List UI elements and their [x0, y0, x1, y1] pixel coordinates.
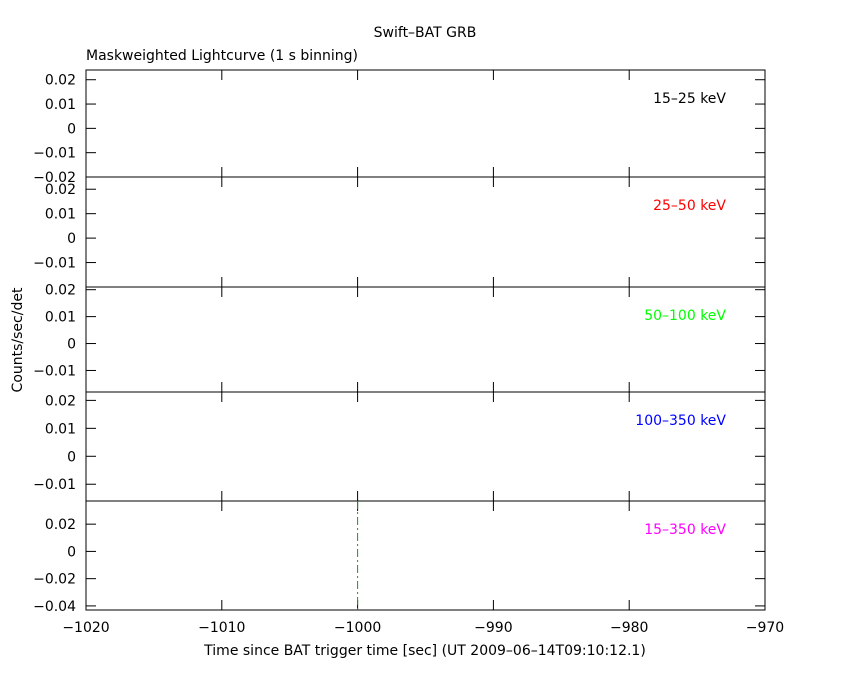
- y-tick-label: 0: [67, 231, 76, 247]
- panel-frame: [85, 286, 766, 393]
- y-tick-label: 0: [67, 449, 76, 465]
- y-tick-label: 0: [67, 544, 76, 560]
- panel-0: −0.02 −0.01 0 0.01 0.02 15–25 keV: [33, 69, 766, 186]
- y-tick-label: 0.01: [45, 97, 76, 113]
- x-tick-label: −1000: [334, 620, 381, 636]
- x-tick-label: −970: [746, 620, 784, 636]
- y-tick-label: 0.02: [45, 182, 76, 198]
- y-tick-label: 0.02: [45, 283, 76, 299]
- y-tick-label: 0.01: [45, 207, 76, 223]
- band-label: 15–350 keV: [644, 522, 726, 538]
- y-tick-label: −0.01: [33, 146, 76, 162]
- panel-frame: [85, 69, 766, 178]
- panel-3: −0.01 0 0.01 0.02 100–350 keV: [33, 391, 766, 502]
- panel-frame: [85, 176, 766, 288]
- y-tick-label: −0.01: [33, 363, 76, 379]
- panel-2: −0.01 0 0.01 0.02 50–100 keV: [33, 283, 766, 393]
- panels-layer: −0.02 −0.01 0 0.01 0.02 15–25 keV −0.01 0 0.01 0.…: [33, 69, 784, 636]
- panel-frame: [85, 391, 766, 502]
- y-tick-label: 0.02: [45, 517, 76, 533]
- y-tick-label: −0.02: [33, 572, 76, 588]
- chart-subtitle: Maskweighted Lightcurve (1 s binning): [86, 48, 358, 64]
- panel-4: −0.04 −0.02 0 0.02 15–350 keV: [33, 500, 766, 615]
- y-tick-label: 0.01: [45, 310, 76, 326]
- y-tick-label: 0.01: [45, 421, 76, 437]
- y-tick-label: 0.02: [45, 393, 76, 409]
- x-tick-label: −980: [610, 620, 648, 636]
- band-label: 25–50 keV: [653, 198, 726, 214]
- x-tick-label: −990: [474, 620, 512, 636]
- x-tick-label: −1010: [198, 620, 245, 636]
- y-tick-label: −0.02: [33, 170, 76, 186]
- band-label: 15–25 keV: [653, 91, 726, 107]
- band-label: 100–350 keV: [635, 413, 726, 429]
- y-tick-label: 0: [67, 121, 76, 137]
- panel-1: −0.01 0 0.01 0.02 25–50 keV: [33, 176, 766, 288]
- y-axis-label: Counts/sec/det: [10, 287, 26, 392]
- panel-frame: [85, 500, 766, 611]
- chart-title: Swift–BAT GRB: [374, 25, 477, 41]
- y-tick-label: 0.02: [45, 73, 76, 89]
- y-tick-label: 0: [67, 337, 76, 353]
- y-tick-label: −0.01: [33, 477, 76, 493]
- y-tick-label: −0.01: [33, 256, 76, 272]
- x-axis-label: Time since BAT trigger time [sec] (UT 20…: [203, 643, 646, 659]
- x-tick-label: −1020: [62, 620, 109, 636]
- band-label: 50–100 keV: [644, 308, 726, 324]
- y-tick-label: −0.04: [33, 599, 76, 615]
